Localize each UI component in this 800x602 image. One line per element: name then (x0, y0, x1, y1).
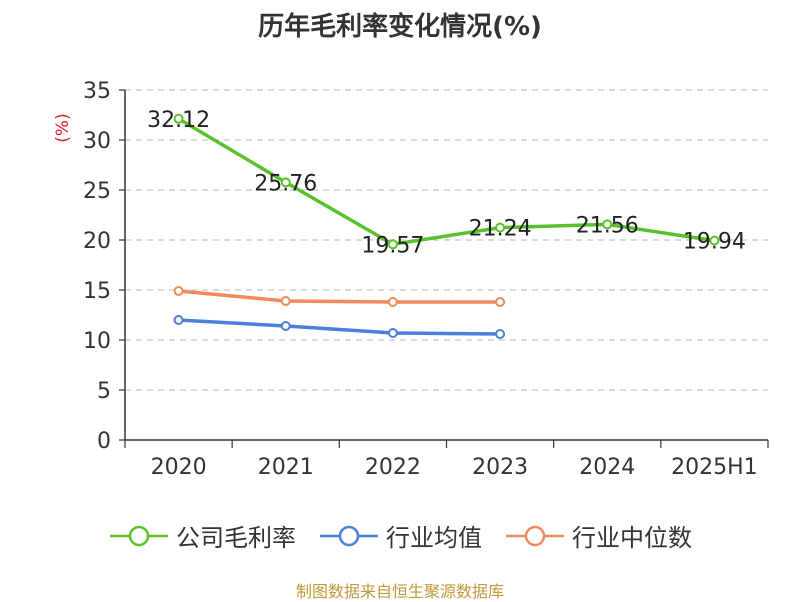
y-tick-label: 35 (83, 79, 111, 104)
series-line (178, 289, 501, 304)
data-point[interactable] (173, 113, 184, 124)
data-point[interactable] (280, 296, 291, 306)
data-label: 32.12 (147, 108, 210, 133)
legend-label-company: 公司毛利率 (176, 524, 296, 552)
x-tick-label: 2025H1 (671, 455, 758, 480)
legend: 公司毛利率 行业均值 行业中位数 (0, 518, 800, 553)
data-point[interactable] (495, 222, 506, 233)
x-tick-label: 2024 (579, 455, 635, 480)
data-point[interactable] (602, 219, 613, 230)
x-tick-label: 2022 (365, 455, 421, 480)
legend-item-industry-median[interactable]: 行业中位数 (504, 518, 692, 553)
y-axis-label: (%) (53, 113, 73, 142)
y-tick-label: 25 (83, 179, 111, 204)
source-note: 制图数据来自恒生聚源数据库 (295, 582, 504, 601)
series-line (177, 117, 715, 247)
legend-marker-industry-mean-icon (320, 525, 378, 546)
y-tick-label: 15 (83, 279, 111, 304)
y-tick-label: 5 (97, 379, 111, 404)
y-tick-label: 10 (83, 329, 111, 354)
legend-label-industry-median: 行业中位数 (572, 524, 692, 552)
x-tick-label: 2021 (258, 455, 314, 480)
legend-item-company[interactable]: 公司毛利率 (108, 518, 296, 553)
data-point[interactable] (387, 328, 398, 338)
legend-marker-company-icon (110, 525, 168, 546)
y-tick-label: 0 (97, 429, 111, 454)
y-tick-label: 30 (83, 129, 111, 154)
data-label: 21.56 (576, 213, 639, 238)
legend-item-industry-mean[interactable]: 行业均值 (318, 518, 482, 553)
data-point[interactable] (495, 297, 506, 307)
data-point[interactable] (387, 239, 398, 250)
data-label: 21.24 (469, 217, 532, 242)
data-label: 25.76 (254, 171, 317, 196)
data-point[interactable] (709, 235, 720, 246)
chart-title: 历年毛利率变化情况(%) (258, 12, 542, 42)
data-point[interactable] (495, 329, 506, 339)
series-line (178, 318, 501, 336)
data-point[interactable] (387, 297, 398, 307)
x-tick-label: 2023 (472, 455, 528, 480)
data-point[interactable] (173, 315, 184, 325)
legend-marker-industry-median-icon (506, 525, 564, 546)
data-label: 19.94 (683, 230, 746, 255)
data-point[interactable] (173, 286, 184, 296)
y-tick-label: 20 (83, 229, 111, 254)
data-point[interactable] (280, 177, 291, 188)
data-point[interactable] (280, 321, 291, 331)
x-tick-label: 2020 (151, 455, 207, 480)
data-label: 19.57 (361, 233, 424, 258)
legend-label-industry-mean: 行业均值 (386, 524, 482, 552)
